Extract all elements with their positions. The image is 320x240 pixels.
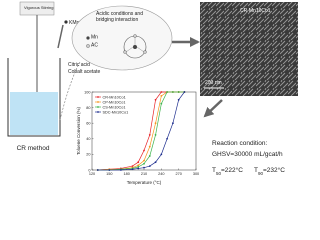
- data-point: [148, 145, 151, 148]
- x-tick-label: 210: [141, 172, 147, 176]
- legend-label: CR-Mn10Co1: [103, 95, 126, 99]
- x-tick-label: 300: [193, 172, 199, 176]
- data-point: [137, 165, 140, 168]
- data-point: [166, 91, 169, 93]
- t90-label: T90=232°C: [254, 166, 285, 176]
- data-point: [108, 169, 111, 171]
- data-point: [177, 98, 180, 101]
- data-point: [154, 134, 157, 136]
- y-axis-label: Toluene Conversion (%): [76, 106, 81, 155]
- legend-marker: [97, 96, 99, 98]
- data-point: [148, 155, 151, 157]
- t90-sub: 90: [258, 171, 264, 176]
- data-point: [137, 167, 140, 170]
- legend-label: CS-Mn10Co1: [103, 105, 126, 109]
- data-point: [137, 164, 140, 167]
- y-tick-label: 100: [84, 90, 90, 94]
- sem-image: [200, 2, 298, 96]
- t50-value: =222°C: [221, 166, 243, 174]
- data-point: [131, 168, 134, 171]
- x-tick-label: 150: [106, 172, 112, 176]
- sem-label: CR-Mn10Co1: [240, 8, 271, 14]
- beaker: [7, 1, 81, 137]
- data-point: [148, 134, 151, 136]
- kmno4-base: KMnO: [69, 20, 83, 26]
- legend-marker: [97, 111, 99, 113]
- data-point: [143, 149, 145, 152]
- data-point: [154, 122, 157, 125]
- t50-label: T50=222°C: [212, 166, 243, 176]
- bubble: [71, 5, 173, 71]
- bubble-title-box: Acidic conditions and bridging interacti…: [96, 11, 143, 23]
- legend-label: SDC-Mn10Co1: [103, 110, 129, 114]
- data-point: [171, 91, 174, 93]
- data-point: [148, 165, 151, 168]
- t50-symbol: T: [212, 167, 216, 174]
- data-point: [143, 162, 145, 165]
- y-tick-label: 20: [86, 153, 90, 157]
- x-axis-label: Temperature (°C): [127, 180, 162, 185]
- t50-sub: 50: [216, 171, 222, 176]
- graphical-abstract: Vigorous Stirring KMnO4 Citric acid Coba…: [7, 1, 298, 185]
- arrow: [203, 99, 223, 118]
- t90-symbol: T: [254, 167, 258, 174]
- x-tick-label: 120: [89, 172, 95, 176]
- legend-marker: [97, 106, 99, 108]
- scale-label: 200 nm: [205, 80, 222, 86]
- method-label: CR method: [17, 145, 50, 152]
- x-tick-label: 270: [175, 172, 181, 176]
- data-point: [171, 122, 174, 125]
- data-point: [160, 95, 163, 97]
- data-point: [160, 153, 163, 156]
- data-point: [96, 169, 99, 171]
- data-point: [160, 102, 163, 105]
- legend-marker: [97, 101, 99, 103]
- data-point: [143, 159, 145, 162]
- data-point: [119, 169, 122, 171]
- data-point: [154, 98, 157, 101]
- x-tick-label: 180: [123, 172, 129, 176]
- data-point: [160, 91, 163, 93]
- data-point: [131, 165, 134, 168]
- data-point: [183, 91, 186, 93]
- t90-value: =232°C: [263, 166, 285, 174]
- data-point: [166, 137, 169, 140]
- y-tick-label: 80: [86, 106, 90, 110]
- reaction-label: Reaction condition:: [212, 140, 267, 147]
- stirring-label: Vigorous Stirring: [24, 5, 54, 10]
- legend-label: CP-Mn10Co1: [103, 100, 126, 104]
- y-tick-label: 60: [86, 122, 90, 126]
- x-tick-label: 240: [158, 172, 164, 176]
- citric-label: Citric acid: [68, 62, 90, 68]
- ac-label: AC: [91, 43, 98, 49]
- mn-label: Mn: [91, 35, 98, 41]
- data-point: [137, 161, 140, 164]
- y-tick-label: 0: [88, 168, 90, 172]
- cobalt-label: Cobalt acetate: [68, 69, 100, 75]
- data-point: [177, 91, 180, 93]
- bubble-title: Acidic conditions and bridging interacti…: [96, 11, 143, 23]
- y-tick-label: 40: [86, 137, 90, 141]
- data-point: [154, 161, 157, 164]
- ghsv-label: GHSV=30000 mL/gcat/h: [212, 151, 283, 158]
- data-point: [143, 166, 145, 169]
